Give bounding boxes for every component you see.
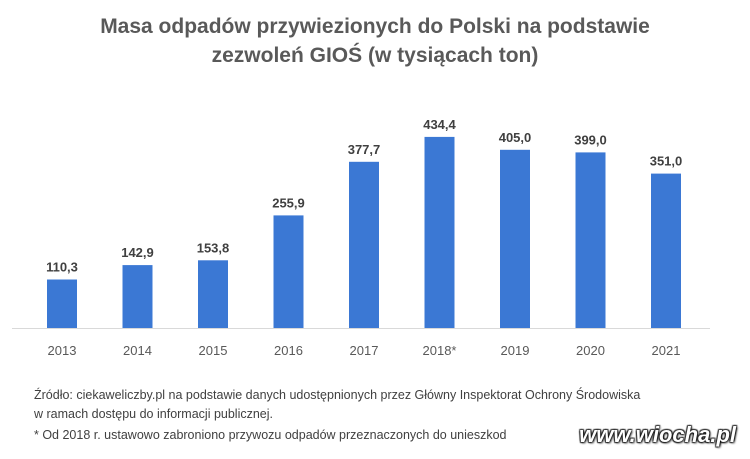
data-label: 405,0 [499, 130, 532, 145]
chart-title-line-1: Masa odpadów przywiezionych do Polski na… [100, 15, 650, 38]
x-tick-label: 2016 [274, 343, 303, 358]
data-label: 377,7 [348, 142, 381, 157]
data-label: 351,0 [650, 154, 683, 169]
chart-title-line-2: zezwoleń GIOŚ (w tysiącach ton) [211, 44, 539, 67]
bar-2018-star [424, 136, 455, 328]
bar-chart: 110,3 2013 142,9 2014 153,8 2015 255,9 2016 377,… [12, 117, 710, 358]
x-tick-label: 2020 [576, 343, 605, 358]
bar-2019 [500, 149, 530, 328]
bar-2014 [122, 265, 153, 328]
bar-2013 [47, 279, 77, 328]
data-label: 110,3 [46, 260, 78, 275]
source-line-1: Źródło: ciekaweliczby.pl na podstawie da… [34, 388, 641, 402]
bar-2016 [273, 215, 304, 328]
chart-title: Masa odpadów przywiezionych do Polski na… [0, 12, 750, 70]
x-tick-label: 2014 [123, 343, 152, 358]
data-label: 142,9 [121, 245, 154, 260]
bar-2015 [198, 260, 228, 328]
x-tick-label: 2021 [652, 343, 681, 358]
x-tick-label: 2019 [501, 343, 530, 358]
x-tick-label: 2015 [199, 343, 228, 358]
x-tick-label: 2018* [423, 343, 457, 358]
x-tick-label: 2017 [350, 343, 379, 358]
data-label: 434,4 [423, 117, 456, 132]
source-note: Źródło: ciekaweliczby.pl na podstawie da… [34, 386, 744, 424]
data-label: 399,0 [574, 132, 607, 147]
bar-2020 [575, 152, 606, 328]
watermark-logo: www.wiocha.pl [579, 422, 736, 447]
x-tick-label: 2013 [48, 343, 77, 358]
bar-2021 [651, 173, 681, 328]
footnote: * Od 2018 r. ustawowo zabroniono przywoz… [34, 428, 507, 442]
data-label: 255,9 [272, 195, 305, 210]
source-line-2: w ramach dostępu do informacji publiczne… [34, 407, 274, 421]
bar-2017 [349, 161, 379, 328]
data-label: 153,8 [197, 240, 230, 255]
